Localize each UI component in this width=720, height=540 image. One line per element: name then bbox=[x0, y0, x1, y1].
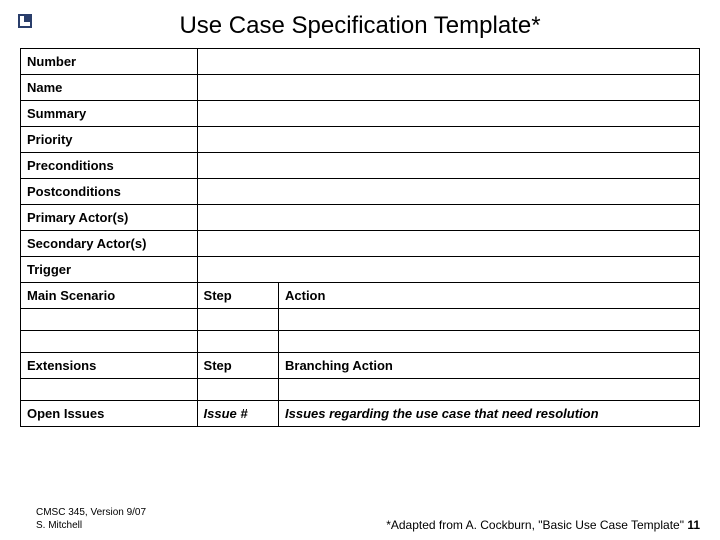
row-label bbox=[21, 379, 198, 401]
main-scenario-step: Step bbox=[197, 283, 278, 309]
spec-table-container: Number Name Summary Priority Preconditio… bbox=[0, 40, 720, 427]
extensions-action: Branching Action bbox=[279, 353, 700, 379]
table-row: Name bbox=[21, 75, 700, 101]
row-value bbox=[197, 127, 699, 153]
row-value bbox=[197, 231, 699, 257]
row-value bbox=[197, 75, 699, 101]
row-label bbox=[21, 309, 198, 331]
table-row: Primary Actor(s) bbox=[21, 205, 700, 231]
table-row: Secondary Actor(s) bbox=[21, 231, 700, 257]
page-number: 11 bbox=[687, 518, 700, 532]
table-row: Trigger bbox=[21, 257, 700, 283]
table-row bbox=[21, 379, 700, 401]
row-label: Secondary Actor(s) bbox=[21, 231, 198, 257]
row-value bbox=[197, 101, 699, 127]
footer-credit: *Adapted from A. Cockburn, "Basic Use Ca… bbox=[386, 518, 684, 532]
open-issues-action: Issues regarding the use case that need … bbox=[279, 401, 700, 427]
main-scenario-label: Main Scenario bbox=[21, 283, 198, 309]
row-action bbox=[279, 379, 700, 401]
row-action bbox=[279, 331, 700, 353]
table-row: Priority bbox=[21, 127, 700, 153]
row-value bbox=[197, 257, 699, 283]
table-row: Preconditions bbox=[21, 153, 700, 179]
row-value bbox=[197, 205, 699, 231]
page-title: Use Case Specification Template* bbox=[0, 0, 720, 40]
row-step bbox=[197, 331, 278, 353]
table-row bbox=[21, 331, 700, 353]
extensions-step: Step bbox=[197, 353, 278, 379]
table-row: Main Scenario Step Action bbox=[21, 283, 700, 309]
main-scenario-action: Action bbox=[279, 283, 700, 309]
row-value bbox=[197, 49, 699, 75]
row-action bbox=[279, 309, 700, 331]
row-label: Number bbox=[21, 49, 198, 75]
slide-bullet-icon bbox=[18, 14, 32, 28]
spec-table: Number Name Summary Priority Preconditio… bbox=[20, 48, 700, 427]
open-issues-label: Open Issues bbox=[21, 401, 198, 427]
extensions-label: Extensions bbox=[21, 353, 198, 379]
table-row: Number bbox=[21, 49, 700, 75]
row-step bbox=[197, 309, 278, 331]
row-label: Name bbox=[21, 75, 198, 101]
row-label: Summary bbox=[21, 101, 198, 127]
table-row: Extensions Step Branching Action bbox=[21, 353, 700, 379]
table-row: Open Issues Issue # Issues regarding the… bbox=[21, 401, 700, 427]
footer-author: S. Mitchell bbox=[36, 520, 82, 531]
footer-course: CMSC 345, Version 9/07 bbox=[36, 507, 146, 518]
row-value bbox=[197, 153, 699, 179]
table-row: Postconditions bbox=[21, 179, 700, 205]
table-row: Summary bbox=[21, 101, 700, 127]
row-label: Primary Actor(s) bbox=[21, 205, 198, 231]
footer-right: *Adapted from A. Cockburn, "Basic Use Ca… bbox=[386, 518, 700, 532]
row-value bbox=[197, 179, 699, 205]
row-label: Postconditions bbox=[21, 179, 198, 205]
row-label: Priority bbox=[21, 127, 198, 153]
open-issues-step: Issue # bbox=[197, 401, 278, 427]
row-label: Trigger bbox=[21, 257, 198, 283]
table-row bbox=[21, 309, 700, 331]
row-label: Preconditions bbox=[21, 153, 198, 179]
row-label bbox=[21, 331, 198, 353]
row-step bbox=[197, 379, 278, 401]
footer-left: CMSC 345, Version 9/07 S. Mitchell bbox=[36, 507, 146, 532]
